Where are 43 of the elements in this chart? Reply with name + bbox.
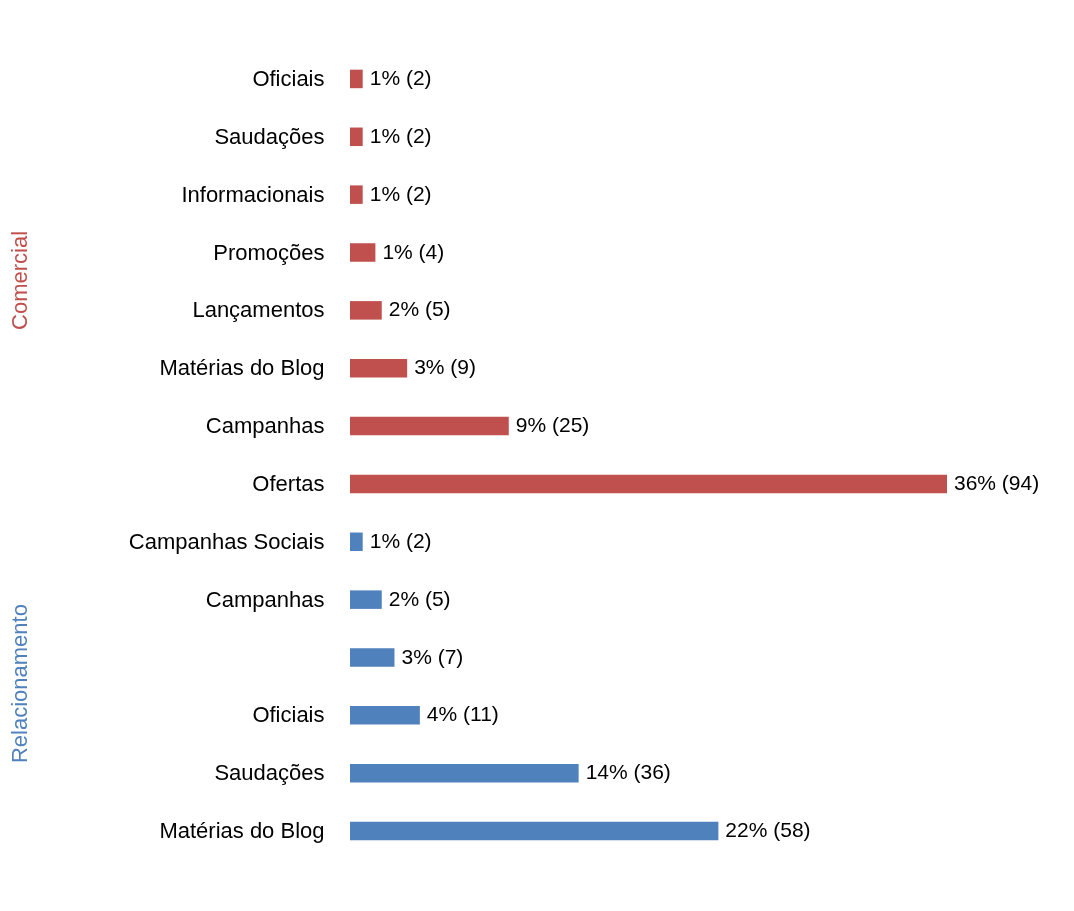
text: Relacionamento xyxy=(7,604,32,764)
data-label: 2% (5) xyxy=(388,297,451,321)
y-tick-label: Oficiais xyxy=(252,65,325,91)
bar xyxy=(350,474,947,494)
y-tick-label: Saudações xyxy=(214,123,325,149)
bar xyxy=(350,185,363,204)
data-label: 22% (58) xyxy=(725,818,811,842)
y-tick-label: Matérias do Blog xyxy=(159,818,325,844)
y-tick-label: Lançamentos xyxy=(192,297,325,323)
bar xyxy=(350,416,509,436)
bar xyxy=(350,127,363,147)
data-label: 3% (7) xyxy=(401,644,464,668)
y-tick-label: Promoções xyxy=(213,239,325,265)
bar xyxy=(350,590,382,609)
data-label: 1% (2) xyxy=(369,65,432,89)
bar xyxy=(350,648,395,667)
text: Comercial xyxy=(7,230,32,330)
data-label: 1% (2) xyxy=(369,528,432,552)
data-label: 36% (94) xyxy=(954,470,1040,494)
y-tick-label: Informacionais xyxy=(181,181,325,207)
bar xyxy=(350,821,719,841)
data-label: 14% (36) xyxy=(585,760,671,784)
data-label: 1% (2) xyxy=(369,123,432,147)
y-tick-label: Saudações xyxy=(214,760,325,786)
y-tick-label: Matérias do Blog xyxy=(159,355,325,381)
data-label: 1% (2) xyxy=(369,181,432,205)
y-tick-label: Campanhas xyxy=(205,413,325,439)
bar xyxy=(350,706,420,725)
y-tick-label: Oficiais xyxy=(252,702,325,728)
data-label: 1% (4) xyxy=(382,239,445,263)
bar xyxy=(350,69,363,89)
data-label: 3% (9) xyxy=(414,355,477,379)
bar xyxy=(350,301,382,320)
data-label: 9% (25) xyxy=(515,413,590,437)
data-label: 2% (5) xyxy=(388,586,451,610)
y-tick-label: Campanhas xyxy=(205,586,325,612)
bar xyxy=(350,243,376,262)
bar xyxy=(350,358,408,378)
y-tick-label: Campanhas Sociais xyxy=(128,528,325,554)
bar xyxy=(350,532,363,552)
bar xyxy=(350,763,579,783)
data-label: 4% (11) xyxy=(426,702,499,726)
y-tick-label: Ofertas xyxy=(252,470,325,496)
